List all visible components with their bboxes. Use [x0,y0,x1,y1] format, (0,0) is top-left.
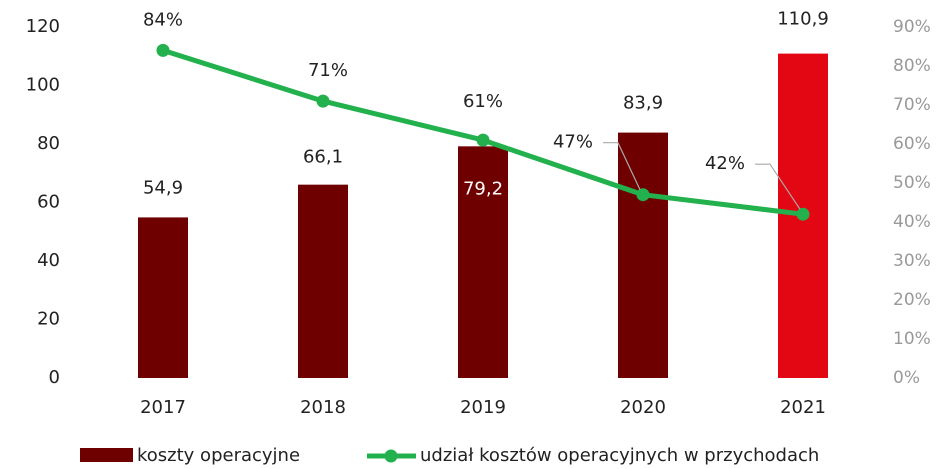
y2-tick-label: 10% [893,329,931,349]
y2-tick-label: 30% [893,251,931,271]
leader-line [603,142,641,190]
line-value-label: 42% [705,153,745,174]
line-point [636,188,650,202]
y-tick-label: 80 [37,133,60,154]
y2-tick-label: 90% [893,17,931,37]
bar-value-label: 54,9 [143,177,183,198]
y2-tick-label: 80% [893,56,931,76]
y-tick-label: 60 [37,192,60,213]
y2-tick-label: 60% [893,134,931,154]
line-value-label: 61% [463,91,503,112]
y2-tick-label: 20% [893,290,931,310]
x-tick-label: 2017 [140,397,186,418]
bar [458,146,508,378]
line-value-label: 71% [308,60,348,81]
y-tick-label: 0 [49,367,60,388]
bar [618,132,668,378]
legend-swatch [384,449,398,463]
y2-tick-label: 40% [893,212,931,232]
bar-value-label: 83,9 [623,93,663,114]
bar [298,184,348,378]
x-tick-label: 2018 [300,397,346,418]
x-tick-label: 2020 [620,397,666,418]
y2-tick-label: 50% [893,173,931,193]
bar [138,217,188,378]
legend-swatch [80,448,133,462]
x-tick-label: 2021 [780,397,826,418]
line-point [156,43,170,57]
y2-tick-label: 0% [893,368,920,388]
line-point [476,133,490,147]
bar-value-label: 110,9 [777,9,829,30]
bar-value-label: 79,2 [463,178,503,199]
line-point [316,94,330,108]
line-point [796,207,810,221]
line-value-label: 47% [553,132,593,153]
legend-label: koszty operacyjne [137,445,300,466]
x-tick-label: 2019 [460,397,506,418]
y-tick-label: 100 [26,75,60,96]
legend-label: udział kosztów operacyjnych w przychodac… [420,445,819,466]
leader-line [755,163,801,210]
line-value-label: 84% [143,9,183,30]
y-tick-label: 40 [37,250,60,271]
y-tick-label: 20 [37,309,60,330]
bar-value-label: 66,1 [303,147,343,168]
y-tick-label: 120 [26,16,60,37]
y2-tick-label: 70% [893,95,931,115]
